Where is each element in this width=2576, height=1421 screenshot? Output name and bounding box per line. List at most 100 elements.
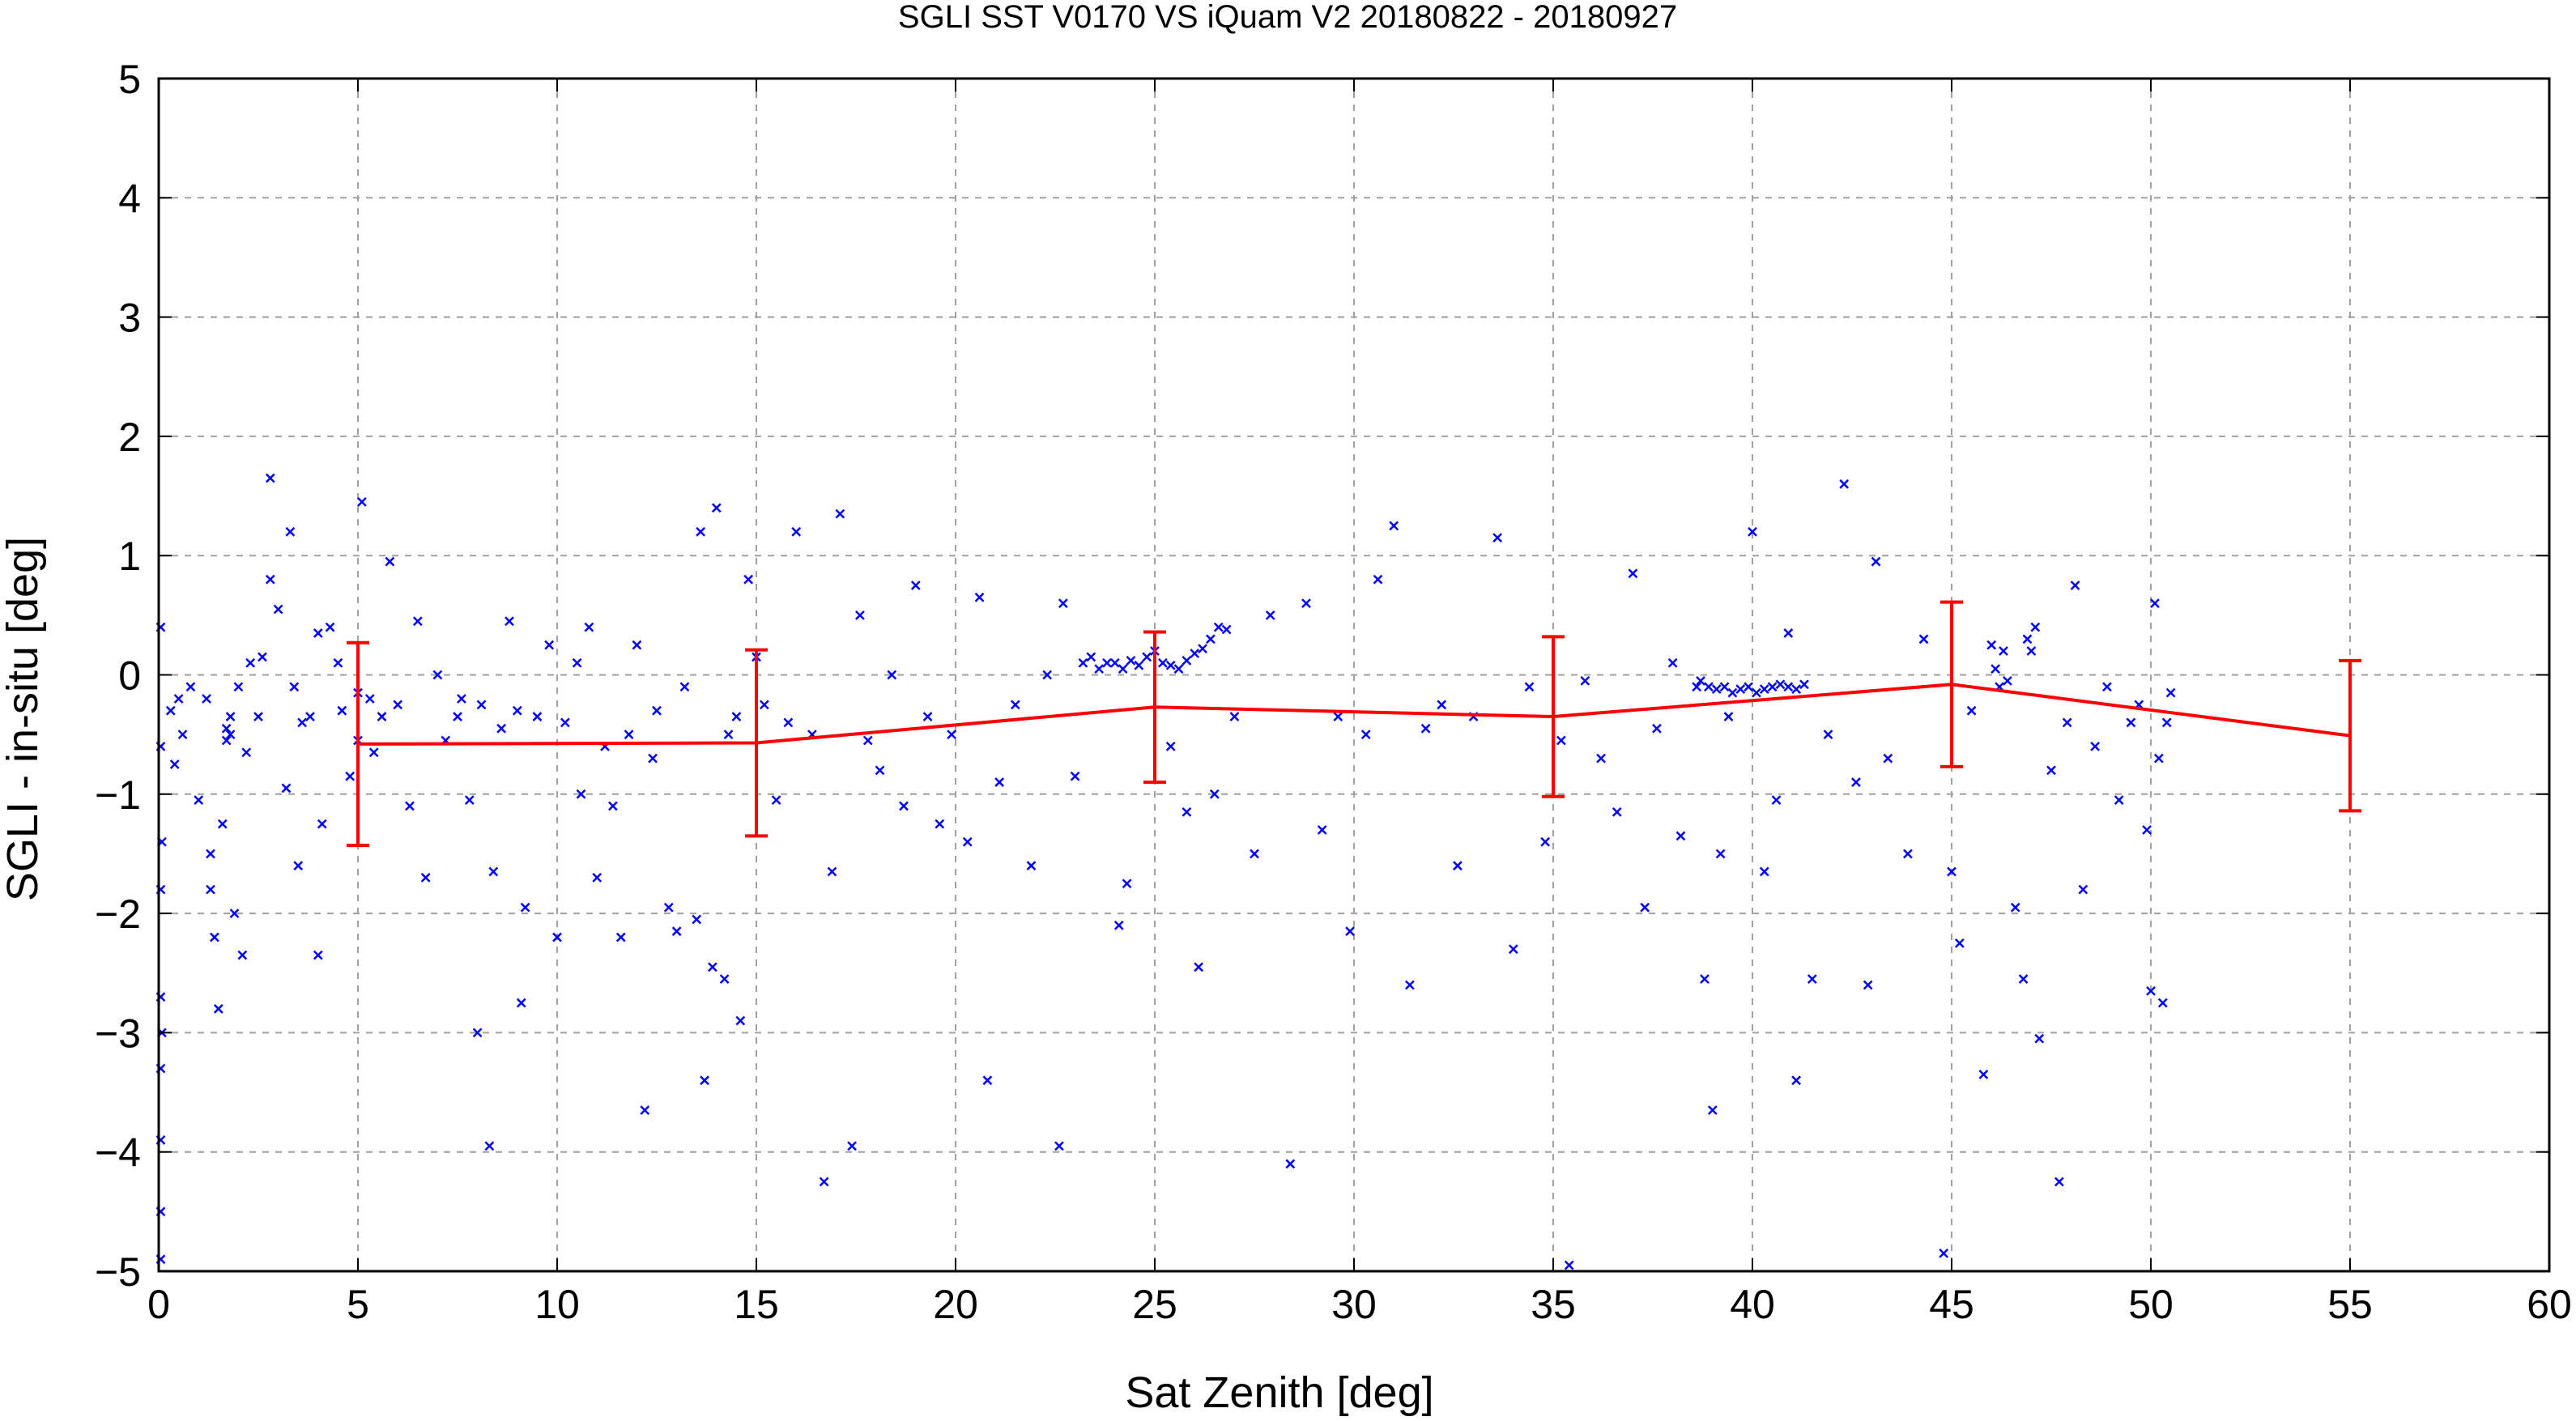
scatter-point — [1113, 920, 1124, 930]
scatter-point — [484, 1141, 495, 1151]
scatter-point — [1640, 902, 1650, 913]
scatter-point — [1564, 1260, 1574, 1270]
scatter-point — [1010, 700, 1020, 710]
scatter-point — [692, 914, 702, 925]
scatter-point — [723, 730, 734, 740]
y-tick-label: −1 — [95, 772, 141, 818]
scatter-point — [1492, 533, 1503, 542]
scatter-point — [289, 682, 300, 692]
scatter-point — [1453, 861, 1463, 871]
scatter-point — [1711, 684, 1722, 695]
scatter-point — [1752, 687, 1761, 698]
scatter-point — [2030, 622, 2041, 632]
scatter-point — [305, 712, 315, 721]
scatter-point — [1540, 836, 1551, 847]
scatter-point — [2101, 682, 2112, 692]
scatter-point — [505, 616, 514, 627]
scatter-point — [245, 657, 256, 668]
scatter-point — [169, 759, 180, 769]
scatter-point — [2161, 717, 2172, 728]
x-tick-label: 40 — [1730, 1282, 1775, 1327]
scatter-point — [652, 705, 662, 716]
scatter-point — [974, 592, 985, 602]
scatter-point — [512, 705, 522, 716]
scatter-point — [377, 712, 387, 721]
chart-title: SGLI SST V0170 VS iQuam V2 20180822 - 20… — [898, 0, 1677, 35]
scatter-point — [1735, 684, 1746, 695]
y-tick-label: 5 — [118, 57, 141, 102]
scatter-point — [1157, 657, 1168, 668]
error-bar — [745, 648, 768, 838]
scatter-point — [935, 819, 945, 829]
scatter-point — [707, 962, 717, 972]
scatter-point — [1807, 974, 1817, 984]
scatter-point — [1947, 866, 1956, 877]
scatter-point — [2090, 741, 2101, 751]
scatter-point — [1918, 634, 1929, 645]
scatter-point — [393, 700, 403, 710]
scatter-point — [265, 473, 275, 483]
scatter-point — [1373, 574, 1383, 585]
y-tick-label: 3 — [118, 296, 141, 341]
scatter-point — [1070, 771, 1080, 781]
scatter-point — [835, 508, 845, 519]
scatter-point — [209, 932, 219, 942]
scatter-point — [648, 753, 658, 764]
scatter-point — [1775, 679, 1786, 690]
scatter-point — [1851, 777, 1861, 787]
scatter-point — [1719, 682, 1730, 692]
scatter-point — [1165, 741, 1176, 751]
scatter-point — [899, 801, 909, 811]
scatter-point — [1190, 649, 1200, 658]
scatter-point — [532, 712, 543, 721]
scatter-point — [592, 873, 602, 883]
scatter-point — [2034, 1033, 2045, 1044]
error-bar — [1542, 635, 1565, 798]
x-tick-label: 20 — [933, 1282, 978, 1327]
scatter-point — [791, 526, 802, 537]
scatter-point — [1727, 687, 1738, 698]
scatter-point — [887, 670, 897, 680]
scatter-point — [1999, 646, 2008, 656]
scatter-point — [2062, 717, 2072, 728]
scatter-point — [2150, 598, 2160, 609]
scatter-point — [1696, 675, 1705, 686]
scatter-point — [1723, 712, 1734, 721]
scatter-point — [221, 723, 232, 734]
scatter-point — [711, 503, 722, 513]
x-tick-label: 30 — [1331, 1282, 1377, 1327]
x-tick-label: 35 — [1531, 1282, 1576, 1327]
scatter-point — [2165, 687, 2176, 698]
scatter-point — [1213, 622, 1224, 632]
scatter-point — [281, 783, 292, 793]
scatter-point — [516, 998, 526, 1008]
scatter-point — [1182, 655, 1192, 666]
y-axis-label: SGLI - in-situ [deg] — [0, 537, 47, 901]
mean-line-series — [347, 600, 2361, 848]
error-bar — [347, 640, 369, 848]
scatter-point — [1748, 526, 1757, 537]
scatter-point — [221, 735, 232, 746]
scatter-point — [1823, 730, 1833, 740]
scatter-point — [1791, 1075, 1802, 1086]
scatter-point — [1612, 807, 1622, 817]
scatter-point — [241, 747, 252, 758]
scatter-point — [982, 1075, 993, 1086]
scatter-point — [1667, 657, 1678, 668]
scatter-point — [1182, 807, 1192, 817]
scatter-point — [696, 526, 706, 537]
scatter-point — [1198, 644, 1207, 653]
scatter-point — [185, 682, 196, 692]
scatter-point — [847, 1141, 857, 1151]
x-tick-label: 55 — [2327, 1282, 2373, 1327]
scatter-point — [2142, 825, 2152, 835]
scatter-point — [165, 705, 176, 716]
scatter-point — [325, 622, 335, 632]
y-tick-label: −4 — [95, 1130, 141, 1176]
scatter-point — [2054, 1176, 2064, 1187]
scatter-point — [700, 1075, 709, 1086]
scatter-point — [1345, 926, 1355, 937]
scatter-point — [552, 932, 562, 942]
scatter-point — [1700, 974, 1710, 984]
